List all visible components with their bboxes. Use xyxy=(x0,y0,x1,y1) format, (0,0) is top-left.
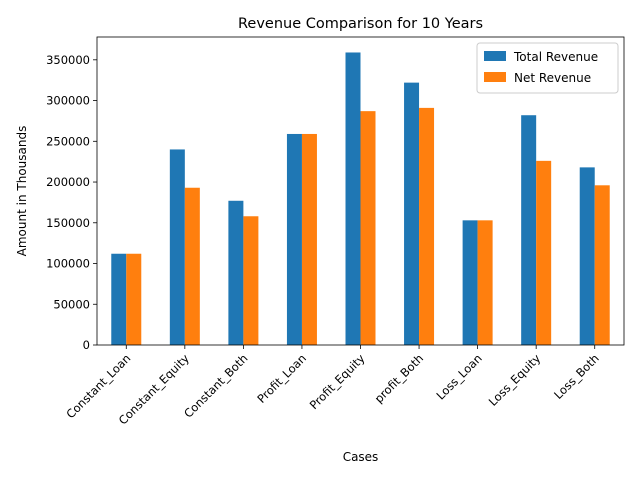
legend-swatch xyxy=(484,51,506,61)
bar-net-revenue-constant_equity xyxy=(184,187,200,345)
x-tick-label: Profit_Loan xyxy=(254,351,309,406)
legend-label: Net Revenue xyxy=(514,71,591,85)
y-tick-label: 0 xyxy=(83,338,90,352)
bar-total-revenue-constant_equity xyxy=(169,149,185,345)
bar-total-revenue-constant_both xyxy=(228,200,244,345)
bar-net-revenue-loss_both xyxy=(594,185,610,345)
bar-net-revenue-profit_equity xyxy=(360,111,376,345)
x-tick-label: profit_Both xyxy=(372,351,426,405)
bar-total-revenue-profit_both xyxy=(404,82,420,345)
bar-net-revenue-profit_loan xyxy=(301,133,317,345)
y-axis-label: Amount in Thousands xyxy=(15,126,29,257)
bar-total-revenue-loss_equity xyxy=(521,115,537,345)
x-tick-label: Loss_Both xyxy=(551,351,602,402)
legend-box xyxy=(476,42,619,94)
bar-net-revenue-loss_loan xyxy=(477,220,493,345)
x-tick-label: Loss_Loan xyxy=(433,351,484,402)
legend-swatch xyxy=(484,72,506,82)
x-tick-label: Loss_Equity xyxy=(486,351,544,409)
bar-net-revenue-profit_both xyxy=(419,107,435,345)
bar-total-revenue-profit_loan xyxy=(286,133,302,345)
x-axis-label: Cases xyxy=(343,450,379,464)
bar-net-revenue-constant_both xyxy=(243,216,259,345)
bar-total-revenue-loss_both xyxy=(579,167,595,345)
bar-total-revenue-constant_loan xyxy=(111,253,127,345)
bar-total-revenue-profit_equity xyxy=(345,52,361,346)
bar-net-revenue-loss_equity xyxy=(536,160,552,345)
legend: Total Revenue Net Revenue xyxy=(476,42,619,94)
plot-area: 0 50000 100000 150000 200000 250000 300000 3500… xyxy=(46,36,625,427)
y-tick-label: 300000 xyxy=(46,94,90,108)
bar-total-revenue-loss_loan xyxy=(462,220,478,345)
y-tick-label: 50000 xyxy=(53,297,90,311)
y-tick-label: 250000 xyxy=(46,134,90,148)
y-tick-label: 200000 xyxy=(46,175,90,189)
x-tick-label: Constant_Both xyxy=(181,351,250,420)
y-tick-label: 350000 xyxy=(46,53,90,67)
bar-net-revenue-constant_loan xyxy=(126,253,142,345)
y-tick-label: 150000 xyxy=(46,216,90,230)
y-tick-label: 100000 xyxy=(46,257,90,271)
legend-label: Total Revenue xyxy=(513,50,598,64)
chart-title: Revenue Comparison for 10 Years xyxy=(238,16,483,32)
x-tick-label: Profit_Equity xyxy=(307,351,368,412)
